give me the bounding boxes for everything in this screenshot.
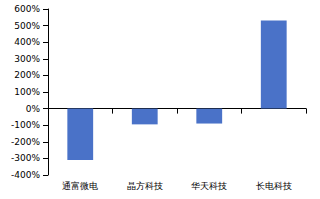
svg-text:华天科技: 华天科技 [191, 181, 227, 191]
svg-text:-300%: -300% [11, 153, 40, 163]
svg-text:-100%: -100% [11, 120, 40, 130]
svg-text:400%: 400% [14, 37, 40, 47]
svg-text:0%: 0% [26, 104, 41, 114]
svg-text:-200%: -200% [11, 137, 40, 147]
svg-text:500%: 500% [14, 21, 40, 31]
svg-text:200%: 200% [14, 70, 40, 80]
svg-text:晶方科技: 晶方科技 [127, 181, 163, 191]
svg-text:600%: 600% [14, 4, 40, 14]
svg-text:100%: 100% [14, 87, 40, 97]
svg-text:-400%: -400% [11, 170, 40, 180]
svg-text:300%: 300% [14, 54, 40, 64]
svg-text:长电科技: 长电科技 [256, 181, 292, 191]
svg-text:通富微电: 通富微电 [62, 181, 98, 191]
